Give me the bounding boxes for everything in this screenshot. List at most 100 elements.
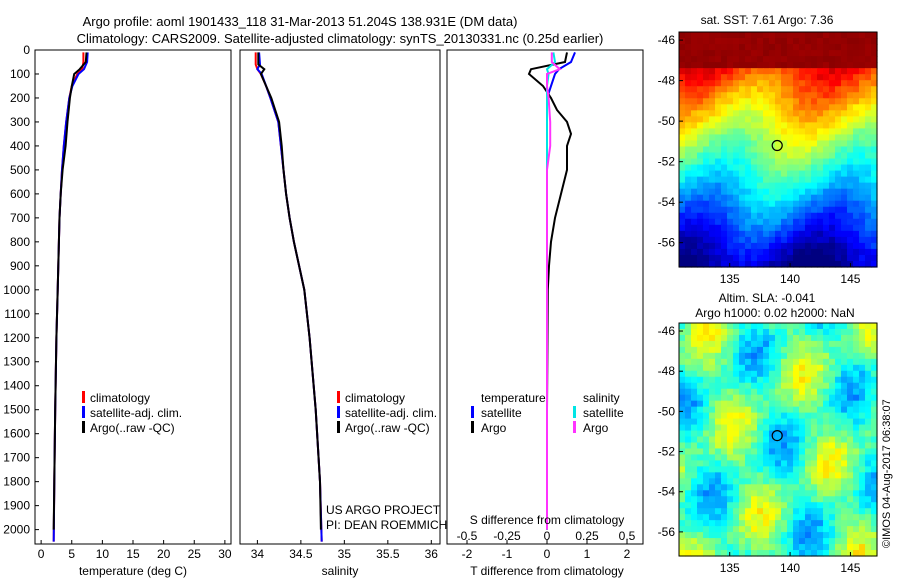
- heatmap-cell: [841, 430, 848, 438]
- heatmap-cell: [769, 328, 776, 336]
- heatmap-cell: [853, 98, 860, 105]
- heatmap-cell: [775, 248, 782, 256]
- heatmap-cell: [757, 352, 764, 360]
- heatmap-cell: [709, 538, 716, 545]
- heatmap-cell: [715, 538, 722, 545]
- heatmap-cell: [799, 194, 806, 202]
- heatmap-cell: [817, 334, 824, 342]
- heatmap-cell: [823, 236, 830, 244]
- heatmap-cell: [823, 116, 830, 123]
- heatmap-cell: [793, 248, 800, 256]
- heatmap-cell: [709, 442, 716, 450]
- heatmap-cell: [775, 550, 782, 557]
- legend-title-salinity: salinity: [583, 391, 620, 405]
- heatmap-cell: [691, 182, 698, 190]
- heatmap-cell: [823, 388, 830, 396]
- heatmap-cell: [859, 328, 866, 336]
- heatmap-cell: [757, 370, 764, 378]
- heatmap-cell: [751, 334, 758, 342]
- heatmap-cell: [745, 152, 752, 160]
- heatmap-cell: [709, 334, 716, 342]
- heatmap-cell: [829, 382, 836, 390]
- heatmap-cell: [859, 140, 866, 148]
- heatmap-cell: [823, 550, 830, 557]
- heatmap-cell: [691, 152, 698, 160]
- heatmap-cell: [853, 134, 860, 142]
- heatmap-cell: [823, 358, 830, 366]
- heatmap-cell: [799, 188, 806, 196]
- heatmap-cell: [757, 98, 764, 105]
- heatmap-cell: [859, 56, 866, 63]
- heatmap-cell: [727, 38, 734, 45]
- heatmap-cell: [739, 32, 746, 39]
- heatmap-cell: [859, 152, 866, 160]
- heatmap-cell: [685, 388, 692, 396]
- heatmap-cell: [799, 200, 806, 208]
- heatmap-cell: [679, 176, 686, 184]
- heatmap-cell: [727, 472, 734, 479]
- heatmap-cell: [811, 98, 818, 105]
- heatmap-cell: [769, 50, 776, 57]
- heatmap-cell: [811, 86, 818, 93]
- heatmap-cell: [793, 254, 800, 262]
- heatmap-cell: [739, 418, 746, 426]
- heatmap-cell: [853, 532, 860, 539]
- heatmap-cell: [805, 388, 812, 396]
- heatmap-cell: [871, 254, 878, 262]
- legend-title-temperature: temperature: [481, 391, 546, 405]
- heatmap-cell: [853, 400, 860, 408]
- heatmap-cell: [727, 454, 734, 462]
- map-y-tick-label: -52: [658, 445, 676, 459]
- heatmap-cell: [757, 502, 764, 509]
- heatmap-cell: [811, 62, 818, 69]
- heatmap-cell: [811, 128, 818, 136]
- heatmap-cell: [691, 412, 698, 420]
- heatmap-cell: [841, 116, 848, 123]
- heatmap-cell: [709, 236, 716, 244]
- heatmap-cell: [817, 514, 824, 521]
- heatmap-cell: [733, 80, 740, 87]
- heatmap-cell: [853, 340, 860, 348]
- heatmap-cell: [703, 406, 710, 414]
- heatmap-cell: [751, 412, 758, 420]
- heatmap-cell: [799, 460, 806, 467]
- heatmap-cell: [745, 496, 752, 503]
- heatmap-cell: [763, 224, 770, 232]
- heatmap-cell: [841, 32, 848, 39]
- heatmap-cell: [733, 550, 740, 557]
- heatmap-cell: [727, 394, 734, 402]
- heatmap-cell: [703, 188, 710, 196]
- heatmap-cell: [781, 140, 788, 148]
- heatmap-cell: [805, 328, 812, 336]
- heatmap-cell: [835, 424, 842, 432]
- heatmap-cell: [775, 122, 782, 130]
- heatmap-cell: [697, 134, 704, 142]
- heatmap-cell: [829, 472, 836, 479]
- heatmap-cell: [793, 424, 800, 432]
- heatmap-cell: [745, 406, 752, 414]
- heatmap-cell: [811, 478, 818, 485]
- heatmap-cell: [859, 406, 866, 414]
- heatmap-cell: [757, 490, 764, 497]
- heatmap-cell: [841, 412, 848, 420]
- heatmap-cell: [787, 323, 794, 330]
- heatmap-cell: [871, 340, 878, 348]
- heatmap-cell: [733, 224, 740, 232]
- heatmap-cell: [769, 212, 776, 220]
- heatmap-cell: [859, 532, 866, 539]
- heatmap-cell: [757, 544, 764, 551]
- heatmap-cell: [817, 544, 824, 551]
- heatmap-cell: [739, 514, 746, 521]
- heatmap-cell: [757, 323, 764, 330]
- heatmap-cell: [751, 158, 758, 166]
- heatmap-cell: [691, 424, 698, 432]
- heatmap-cell: [823, 38, 830, 45]
- heatmap-cell: [793, 532, 800, 539]
- heatmap-cell: [685, 502, 692, 509]
- heatmap-cell: [817, 236, 824, 244]
- heatmap-cell: [757, 170, 764, 178]
- heatmap-cell: [781, 340, 788, 348]
- heatmap-cell: [709, 188, 716, 196]
- heatmap-cell: [691, 68, 698, 75]
- heatmap-cell: [709, 212, 716, 220]
